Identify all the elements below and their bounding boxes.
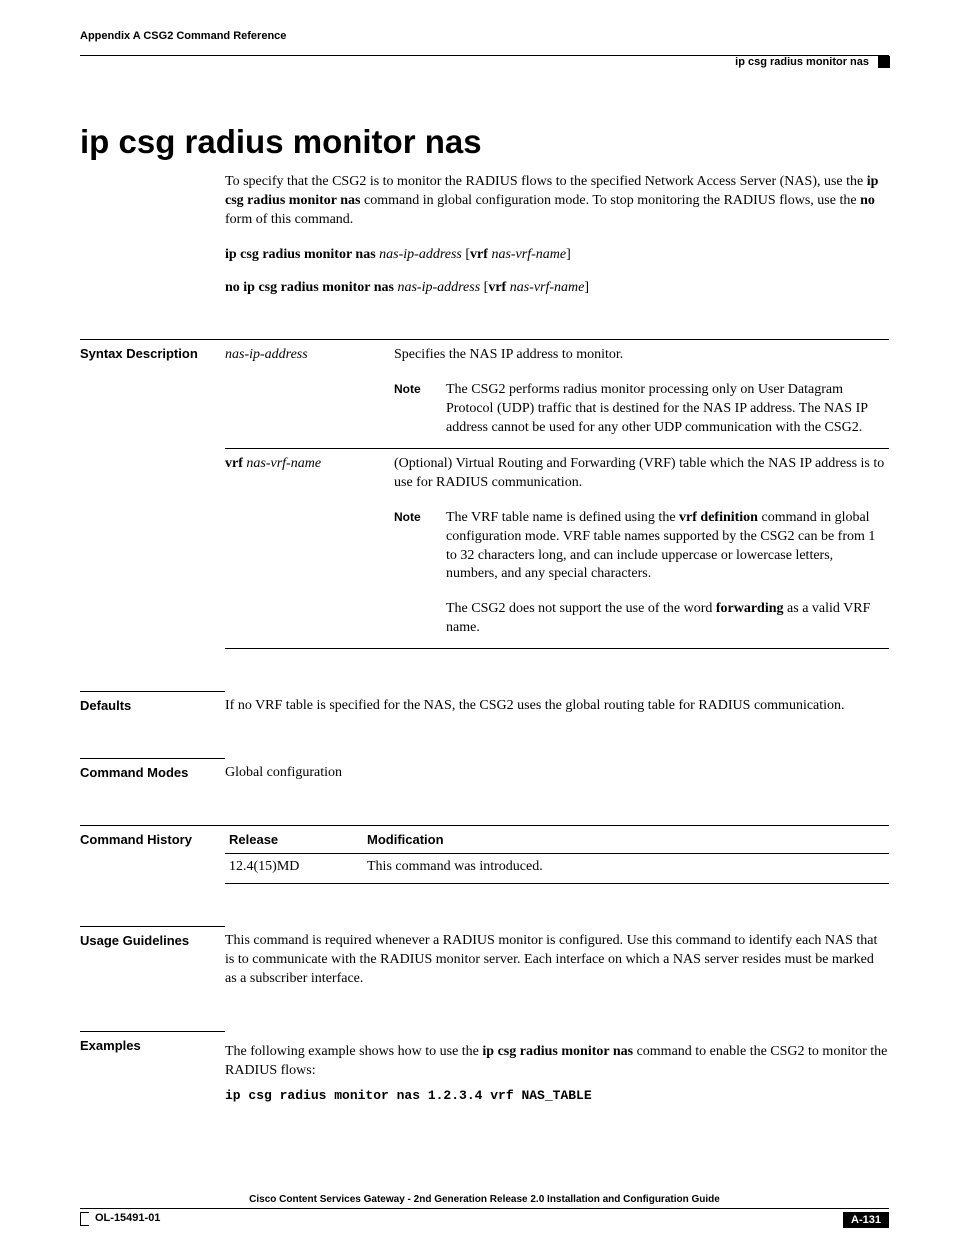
table-row: 12.4(15)MD This command was introduced. — [225, 854, 889, 884]
syntax-label: Syntax Description — [80, 339, 225, 649]
usage-label: Usage Guidelines — [80, 926, 225, 989]
footer-row: OL-15491-01 A-131 — [80, 1209, 889, 1228]
col-modification: Modification — [363, 825, 889, 854]
note-label: Note — [394, 382, 431, 396]
note-text: The CSG2 does not support the use of the… — [446, 594, 889, 648]
note-text: The CSG2 performs radius monitor process… — [446, 375, 889, 448]
syntax-table: nas-ip-address Specifies the NAS IP addr… — [225, 339, 889, 649]
usage-section: Usage Guidelines This command is require… — [80, 926, 889, 989]
param-desc: (Optional) Virtual Routing and Forwardin… — [394, 449, 889, 503]
page-footer: Cisco Content Services Gateway - 2nd Gen… — [80, 1194, 889, 1228]
example-code: ip csg radius monitor nas 1.2.3.4 vrf NA… — [225, 1087, 889, 1105]
history-label: Command History — [80, 825, 225, 884]
appendix-label: Appendix A CSG2 Command Reference — [80, 30, 286, 42]
syntax-description-section: Syntax Description nas-ip-address Specif… — [80, 339, 889, 649]
page-title: ip csg radius monitor nas — [80, 123, 889, 161]
footer-title: Cisco Content Services Gateway - 2nd Gen… — [80, 1194, 889, 1209]
table-row: Note The VRF table name is defined using… — [225, 503, 889, 595]
col-release: Release — [225, 825, 363, 854]
usage-body: This command is required whenever a RADI… — [225, 926, 889, 989]
defaults-label: Defaults — [80, 691, 225, 716]
modes-body: Global configuration — [225, 758, 889, 783]
param-name: nas-ip-address — [225, 347, 308, 362]
table-row: The CSG2 does not support the use of the… — [225, 594, 889, 648]
param-desc: Specifies the NAS IP address to monitor. — [394, 340, 889, 375]
history-table: Release Modification 12.4(15)MD This com… — [225, 825, 889, 884]
note-text: The VRF table name is defined using the … — [446, 503, 889, 595]
footer-doc-id: OL-15491-01 — [80, 1212, 160, 1226]
intro-block: To specify that the CSG2 is to monitor t… — [225, 173, 889, 297]
cell-modification: This command was introduced. — [363, 854, 889, 884]
examples-section: Examples The following example shows how… — [80, 1031, 889, 1104]
table-row: Note The CSG2 performs radius monitor pr… — [225, 375, 889, 448]
table-row: Release Modification — [225, 825, 889, 854]
intro-paragraph: To specify that the CSG2 is to monitor t… — [225, 173, 889, 230]
syntax-line-2: no ip csg radius monitor nas nas-ip-addr… — [225, 279, 889, 298]
topic-header: ip csg radius monitor nas — [80, 56, 889, 68]
syntax-body: nas-ip-address Specifies the NAS IP addr… — [225, 339, 889, 649]
defaults-section: Defaults If no VRF table is specified fo… — [80, 691, 889, 716]
page-number-badge: A-131 — [843, 1212, 889, 1228]
cell-release: 12.4(15)MD — [225, 854, 363, 884]
modes-label: Command Modes — [80, 758, 225, 783]
defaults-body: If no VRF table is specified for the NAS… — [225, 691, 889, 716]
note-label: Note — [394, 510, 431, 524]
page: Appendix A CSG2 Command Reference ip csg… — [0, 0, 954, 1248]
examples-body: The following example shows how to use t… — [225, 1031, 889, 1104]
topic-text: ip csg radius monitor nas — [735, 56, 869, 68]
examples-label: Examples — [80, 1031, 225, 1104]
history-section: Command History Release Modification 12.… — [80, 825, 889, 884]
example-intro: The following example shows how to use t… — [225, 1043, 889, 1081]
history-body: Release Modification 12.4(15)MD This com… — [225, 825, 889, 884]
modes-section: Command Modes Global configuration — [80, 758, 889, 783]
table-row: vrf nas-vrf-name (Optional) Virtual Rout… — [225, 449, 889, 503]
syntax-line-1: ip csg radius monitor nas nas-ip-address… — [225, 246, 889, 265]
running-header: Appendix A CSG2 Command Reference — [80, 30, 889, 57]
table-row: nas-ip-address Specifies the NAS IP addr… — [225, 340, 889, 375]
